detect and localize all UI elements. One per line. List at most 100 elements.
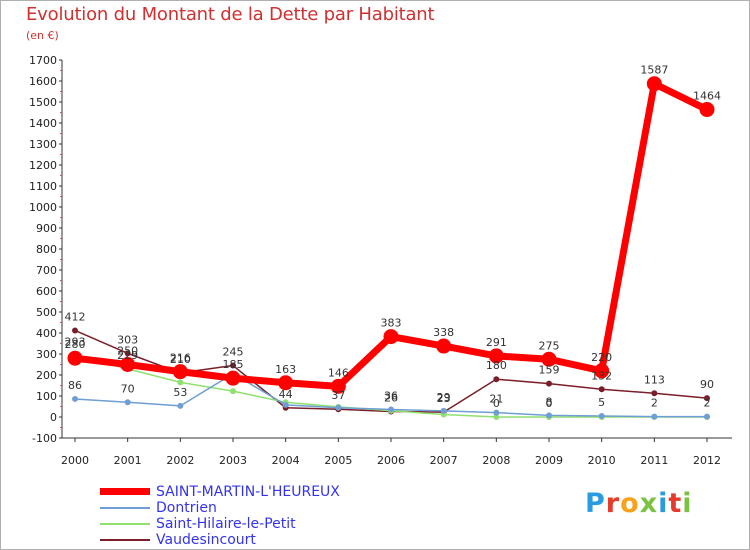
y-tick-label: 900 xyxy=(36,222,57,235)
x-tick-label: 2009 xyxy=(535,454,563,467)
data-label: 220 xyxy=(591,351,612,364)
logo-letter: i xyxy=(658,488,669,519)
logo-letter: x xyxy=(639,488,659,519)
data-label: 113 xyxy=(644,373,665,386)
data-label: 44 xyxy=(279,388,293,401)
data-point xyxy=(541,351,557,367)
data-label: 229 xyxy=(117,349,138,362)
chart-title: Evolution du Montant de la Dette par Hab… xyxy=(26,4,435,25)
data-label: 1464 xyxy=(693,90,721,103)
data-point xyxy=(278,375,294,391)
data-label: 216 xyxy=(170,352,191,365)
data-point xyxy=(67,350,83,366)
data-label: 21 xyxy=(489,393,503,406)
x-tick-label: 2006 xyxy=(377,454,405,467)
data-point xyxy=(72,327,78,334)
y-tick-label: 1500 xyxy=(29,96,57,109)
data-label: 159 xyxy=(539,364,560,377)
y-tick-label: 1400 xyxy=(29,117,57,130)
data-point xyxy=(120,357,136,372)
data-point xyxy=(598,386,605,393)
legend-label-saint-hilaire: Saint-Hilaire-le-Petit xyxy=(156,516,296,532)
legend-swatch-saint-hilaire xyxy=(100,523,150,525)
data-label: 70 xyxy=(121,382,135,395)
data-point xyxy=(546,412,552,419)
logo-letter: t xyxy=(668,488,683,519)
data-label: 0 xyxy=(493,397,500,410)
data-point xyxy=(436,338,452,354)
legend-swatch-vaudesincourt xyxy=(100,539,150,541)
legend-label-vaudesincourt: Vaudesincourt xyxy=(156,532,256,548)
y-tick-label: 0 xyxy=(50,411,57,424)
x-tick-label: 2011 xyxy=(640,454,668,467)
chart-axes: -100010020030040050060070080090010001100… xyxy=(29,54,732,467)
logo-letter: i xyxy=(682,488,693,519)
data-point xyxy=(704,395,710,402)
data-label: 132 xyxy=(591,369,612,382)
data-label: 185 xyxy=(223,358,244,371)
data-label: 29 xyxy=(437,391,451,404)
data-point xyxy=(124,350,131,357)
data-label: 291 xyxy=(486,336,507,349)
data-point xyxy=(493,409,500,416)
data-label: 0 xyxy=(546,397,553,410)
data-point xyxy=(388,406,394,413)
x-tick-label: 2007 xyxy=(430,454,458,467)
y-tick-label: 1300 xyxy=(29,138,57,151)
data-point xyxy=(704,413,710,420)
data-label: 90 xyxy=(700,378,714,391)
x-tick-label: 2008 xyxy=(482,454,510,467)
data-point xyxy=(330,378,346,394)
x-tick-label: 2001 xyxy=(114,454,142,467)
data-label: 275 xyxy=(539,339,560,352)
logo-letter: P xyxy=(585,488,606,519)
data-label: 293 xyxy=(65,335,86,348)
data-point xyxy=(177,379,184,386)
y-tick-label: 500 xyxy=(36,306,57,319)
data-label: 303 xyxy=(117,333,138,346)
data-point xyxy=(230,388,236,395)
y-tick-label: 1100 xyxy=(29,180,57,193)
data-label: 146 xyxy=(328,366,349,379)
logo-letter: o xyxy=(620,488,640,519)
legend-label-saint-martin: SAINT-MARTIN-L'HEUREUX xyxy=(156,484,340,500)
y-tick-label: 1200 xyxy=(29,159,57,172)
y-tick-label: 100 xyxy=(36,390,57,403)
legend-swatch-dontrien xyxy=(100,507,150,509)
data-label: 210 xyxy=(170,353,191,366)
data-label: 383 xyxy=(381,317,402,330)
y-tick-label: 1700 xyxy=(29,54,57,67)
y-tick-label: -100 xyxy=(32,432,57,445)
data-point xyxy=(383,329,399,345)
data-point xyxy=(699,102,715,118)
data-point xyxy=(282,401,289,408)
y-tick-label: 1600 xyxy=(29,75,57,88)
data-label: 8 xyxy=(546,395,553,408)
data-point xyxy=(651,390,658,397)
data-label: 36 xyxy=(384,389,398,402)
data-label: 250 xyxy=(117,345,138,358)
data-label: 2 xyxy=(704,397,711,410)
data-point xyxy=(488,348,504,364)
series-layer xyxy=(67,76,715,420)
data-point xyxy=(440,407,447,414)
y-tick-label: 700 xyxy=(36,264,57,277)
data-point xyxy=(546,380,552,387)
data-point xyxy=(177,402,184,409)
y-tick-label: 300 xyxy=(36,348,57,361)
logo-letter: r xyxy=(605,488,621,519)
data-label: 180 xyxy=(486,359,507,372)
data-label: 53 xyxy=(173,386,187,399)
legend-swatch-saint-martin xyxy=(100,488,150,495)
data-label: 23 xyxy=(437,392,451,405)
data-label: 5 xyxy=(598,396,605,409)
data-point xyxy=(172,364,188,380)
line-chart: -100010020030040050060070080090010001100… xyxy=(29,54,732,467)
data-point xyxy=(230,362,236,369)
data-point xyxy=(646,76,662,92)
x-tick-label: 2004 xyxy=(272,454,300,467)
data-label: 245 xyxy=(223,346,244,359)
data-label: 26 xyxy=(384,392,398,405)
x-tick-label: 2000 xyxy=(61,454,89,467)
